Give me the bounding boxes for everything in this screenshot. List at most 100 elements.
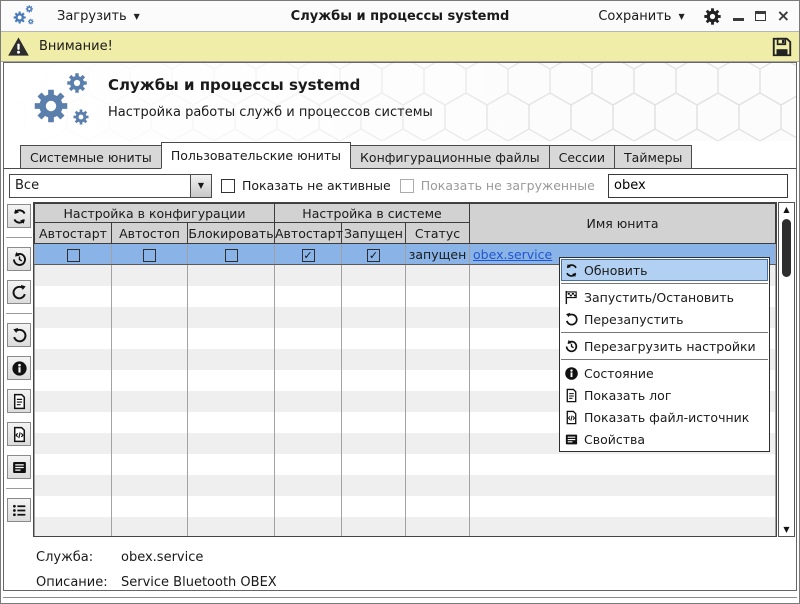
menu-item-reload-config[interactable]: Перезагрузить настройки [561,335,768,357]
properties-button[interactable] [7,455,31,479]
reload-config-icon [564,339,579,354]
side-toolbar [5,204,33,522]
show-log-button[interactable] [7,389,31,413]
list-icon [11,502,28,519]
show-inactive-checkbox[interactable]: Показать не активные [221,178,391,193]
table-row-empty[interactable] [34,516,776,536]
tab-label: Таймеры [624,149,683,165]
properties-icon [564,432,579,447]
column-header-unit-name: Имя юнита [469,203,776,244]
group-header-config: Настройка в конфигурации [34,203,275,223]
show-source-button[interactable] [7,422,31,446]
source-file-icon [11,426,28,443]
column-header-autostart-system: Автостарт [274,222,343,244]
tab-config-files[interactable]: Конфигурационные файлы [350,145,550,169]
tab-sessions[interactable]: Сессии [548,145,616,169]
table-row-empty[interactable] [34,474,776,496]
list-button[interactable] [7,498,31,522]
service-value: obex.service [121,550,204,565]
toolbar-separator [6,313,32,314]
gears-logo [34,73,89,125]
menu-item-label: Перезагрузить настройки [584,338,756,354]
column-header-block: Блокировать [187,222,275,244]
scope-combobox-value: Все [15,178,40,193]
refresh-icon [564,263,579,278]
menu-item-show-log[interactable]: Показать лог [561,384,768,406]
source-file-icon [564,410,579,425]
status-cell: запущен [404,243,471,265]
autostop-checkbox[interactable] [143,248,156,262]
menu-item-label: Показать файл-источник [584,409,750,425]
log-icon [11,393,28,410]
group-header-system: Настройка в системе [273,203,471,223]
start-stop-flag-icon [564,290,579,305]
settings-gear-button[interactable] [703,7,721,25]
menu-item-label: Свойства [584,431,646,447]
page-title: Службы и процессы systemd [108,76,361,94]
search-input[interactable] [608,173,788,198]
service-label: Служба: [36,550,94,565]
autostart-system-checkbox[interactable] [301,248,315,262]
table-row-empty[interactable] [34,453,776,475]
tab-bar: Системные юниты Пользовательские юниты К… [4,141,796,169]
maximize-button[interactable] [754,11,766,21]
refresh-button[interactable] [7,204,31,228]
tab-user-units[interactable]: Пользовательские юниты [160,142,352,169]
column-header-running: Запущен [341,222,406,244]
checkbox-box[interactable] [221,178,235,193]
menu-item-show-source[interactable]: Показать файл-источник [561,406,768,428]
reload-config-button[interactable] [7,247,31,271]
column-header-status: Статус [404,222,471,244]
save-menu-button[interactable]: Сохранить ▼ [593,6,689,27]
main-panel: Службы и процессы systemd Настройка рабо… [3,62,797,591]
menu-item-start-stop[interactable]: Запустить/Остановить [561,286,768,308]
combobox-dropdown-button[interactable]: ▼ [190,174,211,197]
restart-icon [11,284,28,301]
close-button[interactable]: × [776,6,790,25]
header-banner: Службы и процессы systemd Настройка рабо… [4,63,796,141]
column-header-autostart-config: Автостарт [34,222,112,244]
unit-name-link[interactable]: obex.service [473,246,553,262]
tab-label: Конфигурационные файлы [360,149,540,165]
checkbox-box[interactable] [399,178,414,193]
menu-separator [561,359,768,360]
minimize-button[interactable] [732,17,744,21]
menu-item-status[interactable]: Состояние [561,362,768,384]
chevron-down-icon: ▼ [133,11,140,21]
show-unloaded-label: Показать не загруженные [420,178,595,193]
table-group-header-row: Настройка в конфигурации Настройка в сис… [34,203,776,244]
scroll-up-icon[interactable]: ▲ [783,205,790,214]
chevron-down-icon: ▼ [678,11,685,21]
scrollbar-thumb[interactable] [782,219,791,277]
tab-system-units[interactable]: Системные юниты [20,145,162,169]
menu-separator [561,332,768,333]
vertical-scrollbar[interactable]: ▲ ▼ [778,202,795,537]
save-menu-label: Сохранить [598,8,672,24]
undo-button[interactable] [7,323,31,347]
status-button[interactable] [7,356,31,380]
description-value: Service Bluetooth OBEX [121,575,277,590]
info-icon [564,366,579,381]
column-header-autostop: Автостоп [111,222,188,244]
toolbar-separator [6,237,32,238]
tab-timers[interactable]: Таймеры [614,145,693,169]
restart-icon [564,312,579,327]
autostart-config-checkbox[interactable] [66,248,80,262]
save-file-icon[interactable] [771,36,793,58]
show-unloaded-checkbox[interactable]: Показать не загруженные [399,178,595,193]
block-checkbox[interactable] [224,248,238,262]
scroll-down-icon[interactable]: ▼ [783,525,790,534]
load-menu-button[interactable]: Загрузить ▼ [52,6,145,27]
menu-item-properties[interactable]: Свойства [561,428,768,450]
menu-item-label: Обновить [584,262,648,278]
menu-item-refresh[interactable]: Обновить [561,259,768,281]
menu-item-restart[interactable]: Перезапустить [561,308,768,330]
reload-config-icon [11,251,28,268]
menu-item-label: Запустить/Остановить [584,289,734,305]
table-row-empty[interactable] [34,495,776,517]
running-checkbox[interactable] [367,248,380,262]
menu-item-label: Показать лог [584,387,672,403]
menu-item-label: Состояние [584,365,654,381]
restart-button[interactable] [7,280,31,304]
scope-combobox[interactable]: Все ▼ [9,173,212,198]
